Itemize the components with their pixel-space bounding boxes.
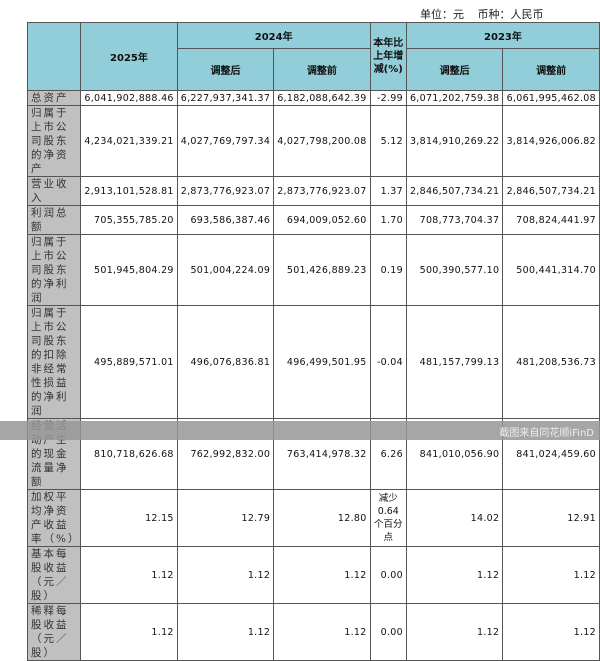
cell-v2023-after: 708,773,704.37 xyxy=(405,205,504,235)
cell-change: 1.37 xyxy=(369,176,407,206)
row-label: 总资产 xyxy=(26,90,82,106)
cell-v2024-after: 6,227,937,341.37 xyxy=(176,90,275,106)
cell-v2024-before: 1.12 xyxy=(273,546,371,604)
row-label: 营业收入 xyxy=(26,176,82,206)
cell-v2024-after: 2,873,776,923.07 xyxy=(176,176,275,206)
cell-v2025: 1.12 xyxy=(80,546,178,604)
cell-v2023-before: 708,824,441.97 xyxy=(502,205,600,235)
cell-v2023-after: 14.02 xyxy=(405,489,504,547)
header-item xyxy=(26,22,82,91)
cell-v2023-before: 6,061,995,462.08 xyxy=(502,90,600,106)
cell-v2023-after: 2,846,507,734.21 xyxy=(405,176,504,206)
watermark: 截图来自同花顺iFinD xyxy=(499,428,594,439)
cell-v2024-before: 12.80 xyxy=(273,489,371,547)
row-label: 加权平均净资产收益率（%） xyxy=(26,489,82,547)
cell-v2023-before: 12.91 xyxy=(502,489,600,547)
cell-change: 0.00 xyxy=(369,546,407,604)
cell-v2023-before: 1.12 xyxy=(502,603,600,661)
header-2023-before: 调整前 xyxy=(502,48,600,91)
cell-v2024-after: 693,586,387.46 xyxy=(176,205,275,235)
table-row: 基本每股收益（元／股） 1.12 1.12 1.12 0.00 1.12 1.12 xyxy=(26,546,600,604)
header-2024-after: 调整后 xyxy=(176,48,275,91)
header-2024: 2024年 xyxy=(176,22,371,49)
cell-v2024-after: 496,076,836.81 xyxy=(176,305,275,419)
row-label: 归属于上市公司股东的净资产 xyxy=(26,105,82,177)
row-label: 基本每股收益（元／股） xyxy=(26,546,82,604)
unit-line: 单位：元 币种：人民币 xyxy=(420,6,554,22)
cell-change: 0.19 xyxy=(369,234,407,306)
cell-v2025: 12.15 xyxy=(80,489,178,547)
cell-v2024-after: 12.79 xyxy=(176,489,275,547)
cell-v2024-before: 6,182,088,642.39 xyxy=(273,90,371,106)
table-row: 稀释每股收益（元／股） 1.12 1.12 1.12 0.00 1.12 1.12 xyxy=(26,603,600,661)
cell-v2023-after: 481,157,799.13 xyxy=(405,305,504,419)
cell-v2024-before: 496,499,501.95 xyxy=(273,305,371,419)
header-change: 本年比上年增减(%) xyxy=(369,22,407,91)
cell-v2025: 4,234,021,339.21 xyxy=(80,105,178,177)
cell-v2024-before: 694,009,052.60 xyxy=(273,205,371,235)
cell-v2024-after: 1.12 xyxy=(176,603,275,661)
table-row: 总资产 6,041,902,888.46 6,227,937,341.37 6,182… xyxy=(26,90,600,106)
cell-v2025: 705,355,785.20 xyxy=(80,205,178,235)
cell-v2024-before: 501,426,889.23 xyxy=(273,234,371,306)
cell-v2024-after: 4,027,769,797.34 xyxy=(176,105,275,177)
header-2023-after: 调整后 xyxy=(405,48,504,91)
cell-change: 1.70 xyxy=(369,205,407,235)
table-row: 加权平均净资产收益率（%） 12.15 12.79 12.80 减少0.64个百分点 14… xyxy=(26,489,600,547)
table-row: 归属于上市公司股东的扣除非经常性损益的净利润 495,889,571.01 496,… xyxy=(26,305,600,419)
row-label: 归属于上市公司股东的扣除非经常性损益的净利润 xyxy=(26,305,82,419)
cell-v2023-before: 3,814,926,006.82 xyxy=(502,105,600,177)
cell-v2023-after: 1.12 xyxy=(405,546,504,604)
row-label: 利润总额 xyxy=(26,205,82,235)
currency-label: 币种：人民币 xyxy=(477,8,544,21)
unit-label: 单位：元 xyxy=(420,8,464,21)
cell-v2023-after: 500,390,577.10 xyxy=(405,234,504,306)
cell-v2024-after: 1.12 xyxy=(176,546,275,604)
cell-v2023-before: 500,441,314.70 xyxy=(502,234,600,306)
row-label: 归属于上市公司股东的净利润 xyxy=(26,234,82,306)
financial-data-table: 2025年 2024年 本年比上年增减(%) 2023年 调整后 调整前 调整后… xyxy=(26,22,600,661)
header-2025: 2025年 xyxy=(80,22,178,91)
cell-change: 0.00 xyxy=(369,603,407,661)
watermark-bar: 截图来自同花顺iFinD xyxy=(0,421,600,440)
cell-v2024-after: 501,004,224.09 xyxy=(176,234,275,306)
cell-v2023-after: 6,071,202,759.38 xyxy=(405,90,504,106)
cell-v2025: 495,889,571.01 xyxy=(80,305,178,419)
cell-v2023-after: 1.12 xyxy=(405,603,504,661)
cell-v2025: 1.12 xyxy=(80,603,178,661)
header-2024-before: 调整前 xyxy=(273,48,371,91)
cell-v2025: 2,913,101,528.81 xyxy=(80,176,178,206)
cell-v2024-before: 1.12 xyxy=(273,603,371,661)
row-label: 稀释每股收益（元／股） xyxy=(26,603,82,661)
header-2023: 2023年 xyxy=(405,22,600,49)
cell-change: 5.12 xyxy=(369,105,407,177)
cell-v2025: 6,041,902,888.46 xyxy=(80,90,178,106)
table-row: 利润总额 705,355,785.20 693,586,387.46 694,009,… xyxy=(26,205,600,235)
cell-v2023-before: 1.12 xyxy=(502,546,600,604)
cell-v2024-before: 4,027,798,200.08 xyxy=(273,105,371,177)
cell-change: -0.04 xyxy=(369,305,407,419)
cell-v2023-before: 481,208,536.73 xyxy=(502,305,600,419)
table-row: 归属于上市公司股东的净资产 4,234,021,339.21 4,027,769,7… xyxy=(26,105,600,177)
table-row: 归属于上市公司股东的净利润 501,945,804.29 501,004,224.0… xyxy=(26,234,600,306)
cell-v2023-after: 3,814,910,269.22 xyxy=(405,105,504,177)
cell-v2023-before: 2,846,507,734.21 xyxy=(502,176,600,206)
cell-change: -2.99 xyxy=(369,90,407,106)
table-row: 营业收入 2,913,101,528.81 2,873,776,923.07 2,87… xyxy=(26,176,600,206)
cell-change: 减少0.64个百分点 xyxy=(369,489,407,547)
cell-v2025: 501,945,804.29 xyxy=(80,234,178,306)
cell-v2024-before: 2,873,776,923.07 xyxy=(273,176,371,206)
